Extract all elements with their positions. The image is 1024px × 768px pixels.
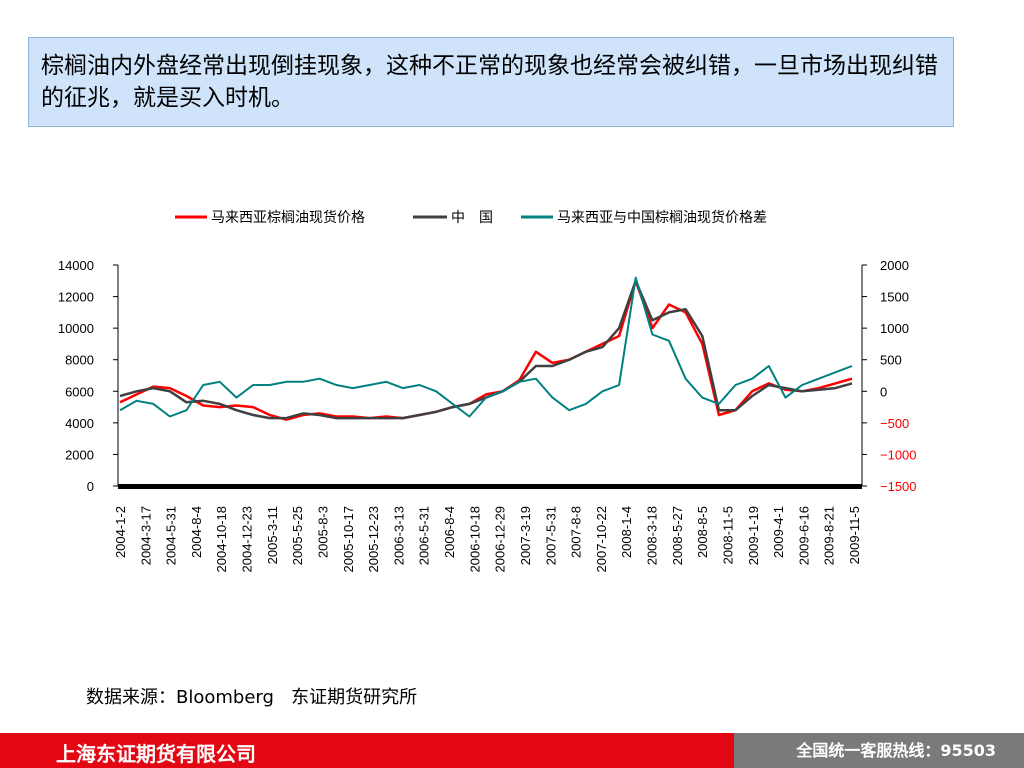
price-chart: 02000400060008000100001200014000−1500−10… [58, 209, 917, 573]
y-left-tick-label: 12000 [58, 290, 94, 305]
legend-label: 马来西亚与中国棕榈油现货价格差 [557, 209, 767, 225]
x-tick-label: 2007-3-19 [518, 506, 533, 565]
y-left-tick-label: 8000 [65, 353, 94, 368]
y-right-tick-label: −500 [880, 416, 909, 431]
x-tick-label: 2008-3-18 [645, 506, 660, 565]
y-left-tick-label: 6000 [65, 384, 94, 399]
y-left-tick-label: 10000 [58, 321, 94, 336]
y-right-tick-label: 500 [880, 353, 902, 368]
x-tick-label: 2004-12-23 [240, 506, 255, 573]
x-tick-label: 2004-3-17 [138, 506, 153, 565]
y-right-tick-label: 0 [880, 384, 887, 399]
x-axis [118, 484, 862, 489]
x-tick-label: 2007-5-31 [543, 506, 558, 565]
x-tick-label: 2005-8-3 [315, 506, 330, 558]
footer-hotline: 全国统一客服热线：95503 [734, 733, 1024, 768]
x-tick-label: 2009-8-21 [822, 506, 837, 565]
y-left-tick-label: 2000 [65, 447, 94, 462]
x-tick-label: 2006-8-4 [442, 506, 457, 558]
x-tick-label: 2008-8-5 [695, 506, 710, 558]
x-tick-label: 2009-4-1 [771, 506, 786, 558]
y-right-tick-label: 1000 [880, 321, 909, 336]
x-tick-label: 2004-10-18 [214, 506, 229, 573]
x-tick-label: 2004-8-4 [189, 506, 204, 558]
x-tick-label: 2006-10-18 [467, 506, 482, 573]
x-tick-label: 2004-1-2 [113, 506, 128, 558]
x-tick-label: 2005-10-17 [341, 506, 356, 573]
malaysia-price-line [119, 279, 853, 421]
x-tick-label: 2008-1-4 [619, 506, 634, 558]
y-right-tick-label: 2000 [880, 258, 909, 273]
x-tick-label: 2008-5-27 [670, 506, 685, 565]
y-right-tick-label: 1500 [880, 290, 909, 305]
data-source: 数据来源：Bloomberg 东证期货研究所 [86, 687, 418, 708]
y-left-tick-label: 0 [87, 479, 94, 494]
x-tick-label: 2006-12-29 [493, 506, 508, 573]
x-tick-label: 2009-11-5 [847, 506, 862, 564]
x-tick-label: 2009-6-16 [796, 506, 811, 565]
x-tick-label: 2006-3-13 [391, 506, 406, 565]
y-right-tick-label: −1000 [880, 447, 917, 462]
y-left-tick-label: 4000 [65, 416, 94, 431]
y-left-tick-label: 14000 [58, 258, 94, 273]
price-spread-line [119, 276, 853, 418]
x-tick-label: 2005-3-11 [265, 506, 280, 564]
y-right-tick-label: −1500 [880, 479, 917, 494]
x-tick-label: 2007-10-22 [594, 506, 609, 573]
footer-company: 上海东证期货有限公司 [56, 742, 256, 766]
footer-bar: 上海东证期货有限公司 全国统一客服热线：95503 [0, 733, 1024, 768]
x-tick-label: 2004-5-31 [164, 506, 179, 565]
x-tick-label: 2009-1-19 [746, 506, 761, 565]
x-tick-label: 2007-8-8 [569, 506, 584, 558]
x-tick-label: 2008-11-5 [720, 506, 735, 564]
headline-text: 棕榈油内外盘经常出现倒挂现象，这种不正常的现象也经常会被纠错，一旦市场出现纠错的… [41, 53, 938, 111]
legend-label: 中 国 [451, 209, 493, 225]
headline-box: 棕榈油内外盘经常出现倒挂现象，这种不正常的现象也经常会被纠错，一旦市场出现纠错的… [28, 37, 954, 127]
x-tick-label: 2005-12-23 [366, 506, 381, 573]
legend-label: 马来西亚棕榈油现货价格 [211, 209, 365, 225]
x-tick-label: 2005-5-25 [290, 506, 305, 565]
x-tick-label: 2006-5-31 [417, 506, 432, 565]
